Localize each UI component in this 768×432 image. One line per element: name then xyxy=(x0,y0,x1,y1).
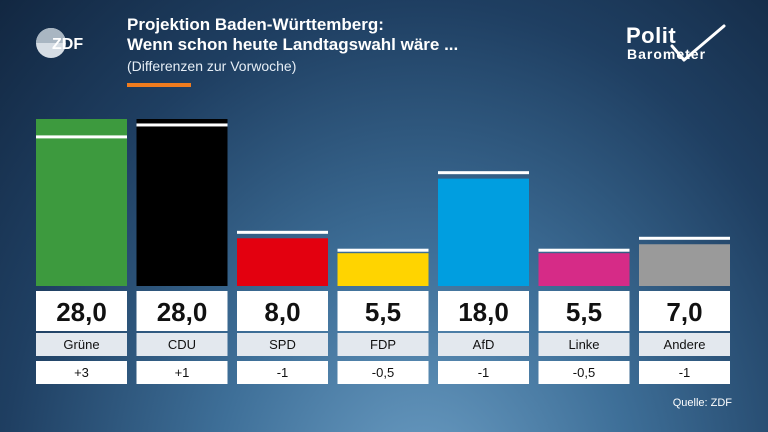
category-box-4 xyxy=(438,333,529,356)
value-box-5 xyxy=(538,291,630,331)
category-box-1 xyxy=(136,333,228,356)
previous-marker-1 xyxy=(136,123,228,127)
diff-label-2: -1 xyxy=(277,365,289,380)
bar-1 xyxy=(136,119,228,286)
value-label-2: 8,0 xyxy=(264,297,300,327)
diff-box-1 xyxy=(136,361,228,384)
diff-label-6: -1 xyxy=(679,365,691,380)
diff-box-3 xyxy=(337,361,429,384)
value-box-2 xyxy=(237,291,328,331)
value-label-3: 5,5 xyxy=(365,297,401,327)
category-label-3: FDP xyxy=(370,337,396,352)
bar-2 xyxy=(237,238,328,286)
value-label-6: 7,0 xyxy=(666,297,702,327)
zdf-logo: ZDF xyxy=(36,28,83,58)
diff-box-4 xyxy=(438,361,529,384)
previous-marker-6 xyxy=(639,236,730,240)
value-box-0 xyxy=(36,291,127,331)
previous-marker-5 xyxy=(538,248,630,252)
diff-label-1: +1 xyxy=(175,365,190,380)
previous-marker-2 xyxy=(237,230,328,234)
category-label-4: AfD xyxy=(473,337,495,352)
category-box-6 xyxy=(639,333,730,356)
category-label-5: Linke xyxy=(568,337,599,352)
previous-marker-4 xyxy=(438,171,529,175)
title-accent-bar xyxy=(127,83,191,87)
diff-label-3: -0,5 xyxy=(372,365,394,380)
brand-polit: Polit xyxy=(626,23,677,48)
zdf-logo-text: ZDF xyxy=(52,36,83,53)
value-label-4: 18,0 xyxy=(458,297,509,327)
category-label-0: Grüne xyxy=(63,337,99,352)
chart-subtitle: (Differenzen zur Vorwoche) xyxy=(127,58,297,74)
value-label-5: 5,5 xyxy=(566,297,602,327)
bar-3 xyxy=(337,253,429,286)
diff-label-0: +3 xyxy=(74,365,89,380)
category-label-2: SPD xyxy=(269,337,296,352)
category-box-2 xyxy=(237,333,328,356)
category-box-3 xyxy=(337,333,429,356)
diff-label-5: -0,5 xyxy=(573,365,595,380)
bar-0 xyxy=(36,119,127,286)
title-block: Projektion Baden-Württemberg: Wenn schon… xyxy=(127,15,458,76)
value-box-6 xyxy=(639,291,730,331)
diff-box-0 xyxy=(36,361,127,384)
diff-box-2 xyxy=(237,361,328,384)
bar-5 xyxy=(538,253,630,286)
bar-6 xyxy=(639,244,730,286)
brand-barometer: Barometer xyxy=(627,46,707,62)
source-note: Quelle: ZDF xyxy=(672,397,732,409)
category-box-5 xyxy=(538,333,630,356)
diff-label-4: -1 xyxy=(478,365,490,380)
chart-title-line-2: Wenn schon heute Landtagswahl wäre ... xyxy=(127,35,459,54)
value-box-4 xyxy=(438,291,529,331)
value-label-0: 28,0 xyxy=(56,297,107,327)
category-box-0 xyxy=(36,333,127,356)
category-label-6: Andere xyxy=(664,337,706,352)
value-box-1 xyxy=(136,291,228,331)
politbarometer-check-icon xyxy=(670,24,726,62)
value-label-1: 28,0 xyxy=(157,297,208,327)
diff-box-6 xyxy=(639,361,730,384)
category-label-1: CDU xyxy=(168,337,196,352)
value-box-3 xyxy=(337,291,429,331)
previous-marker-0 xyxy=(36,135,127,139)
bar-4 xyxy=(438,178,529,286)
diff-box-5 xyxy=(538,361,630,384)
chart-title-line-1: Projektion Baden-Württemberg: xyxy=(127,15,384,34)
previous-marker-3 xyxy=(337,248,429,252)
